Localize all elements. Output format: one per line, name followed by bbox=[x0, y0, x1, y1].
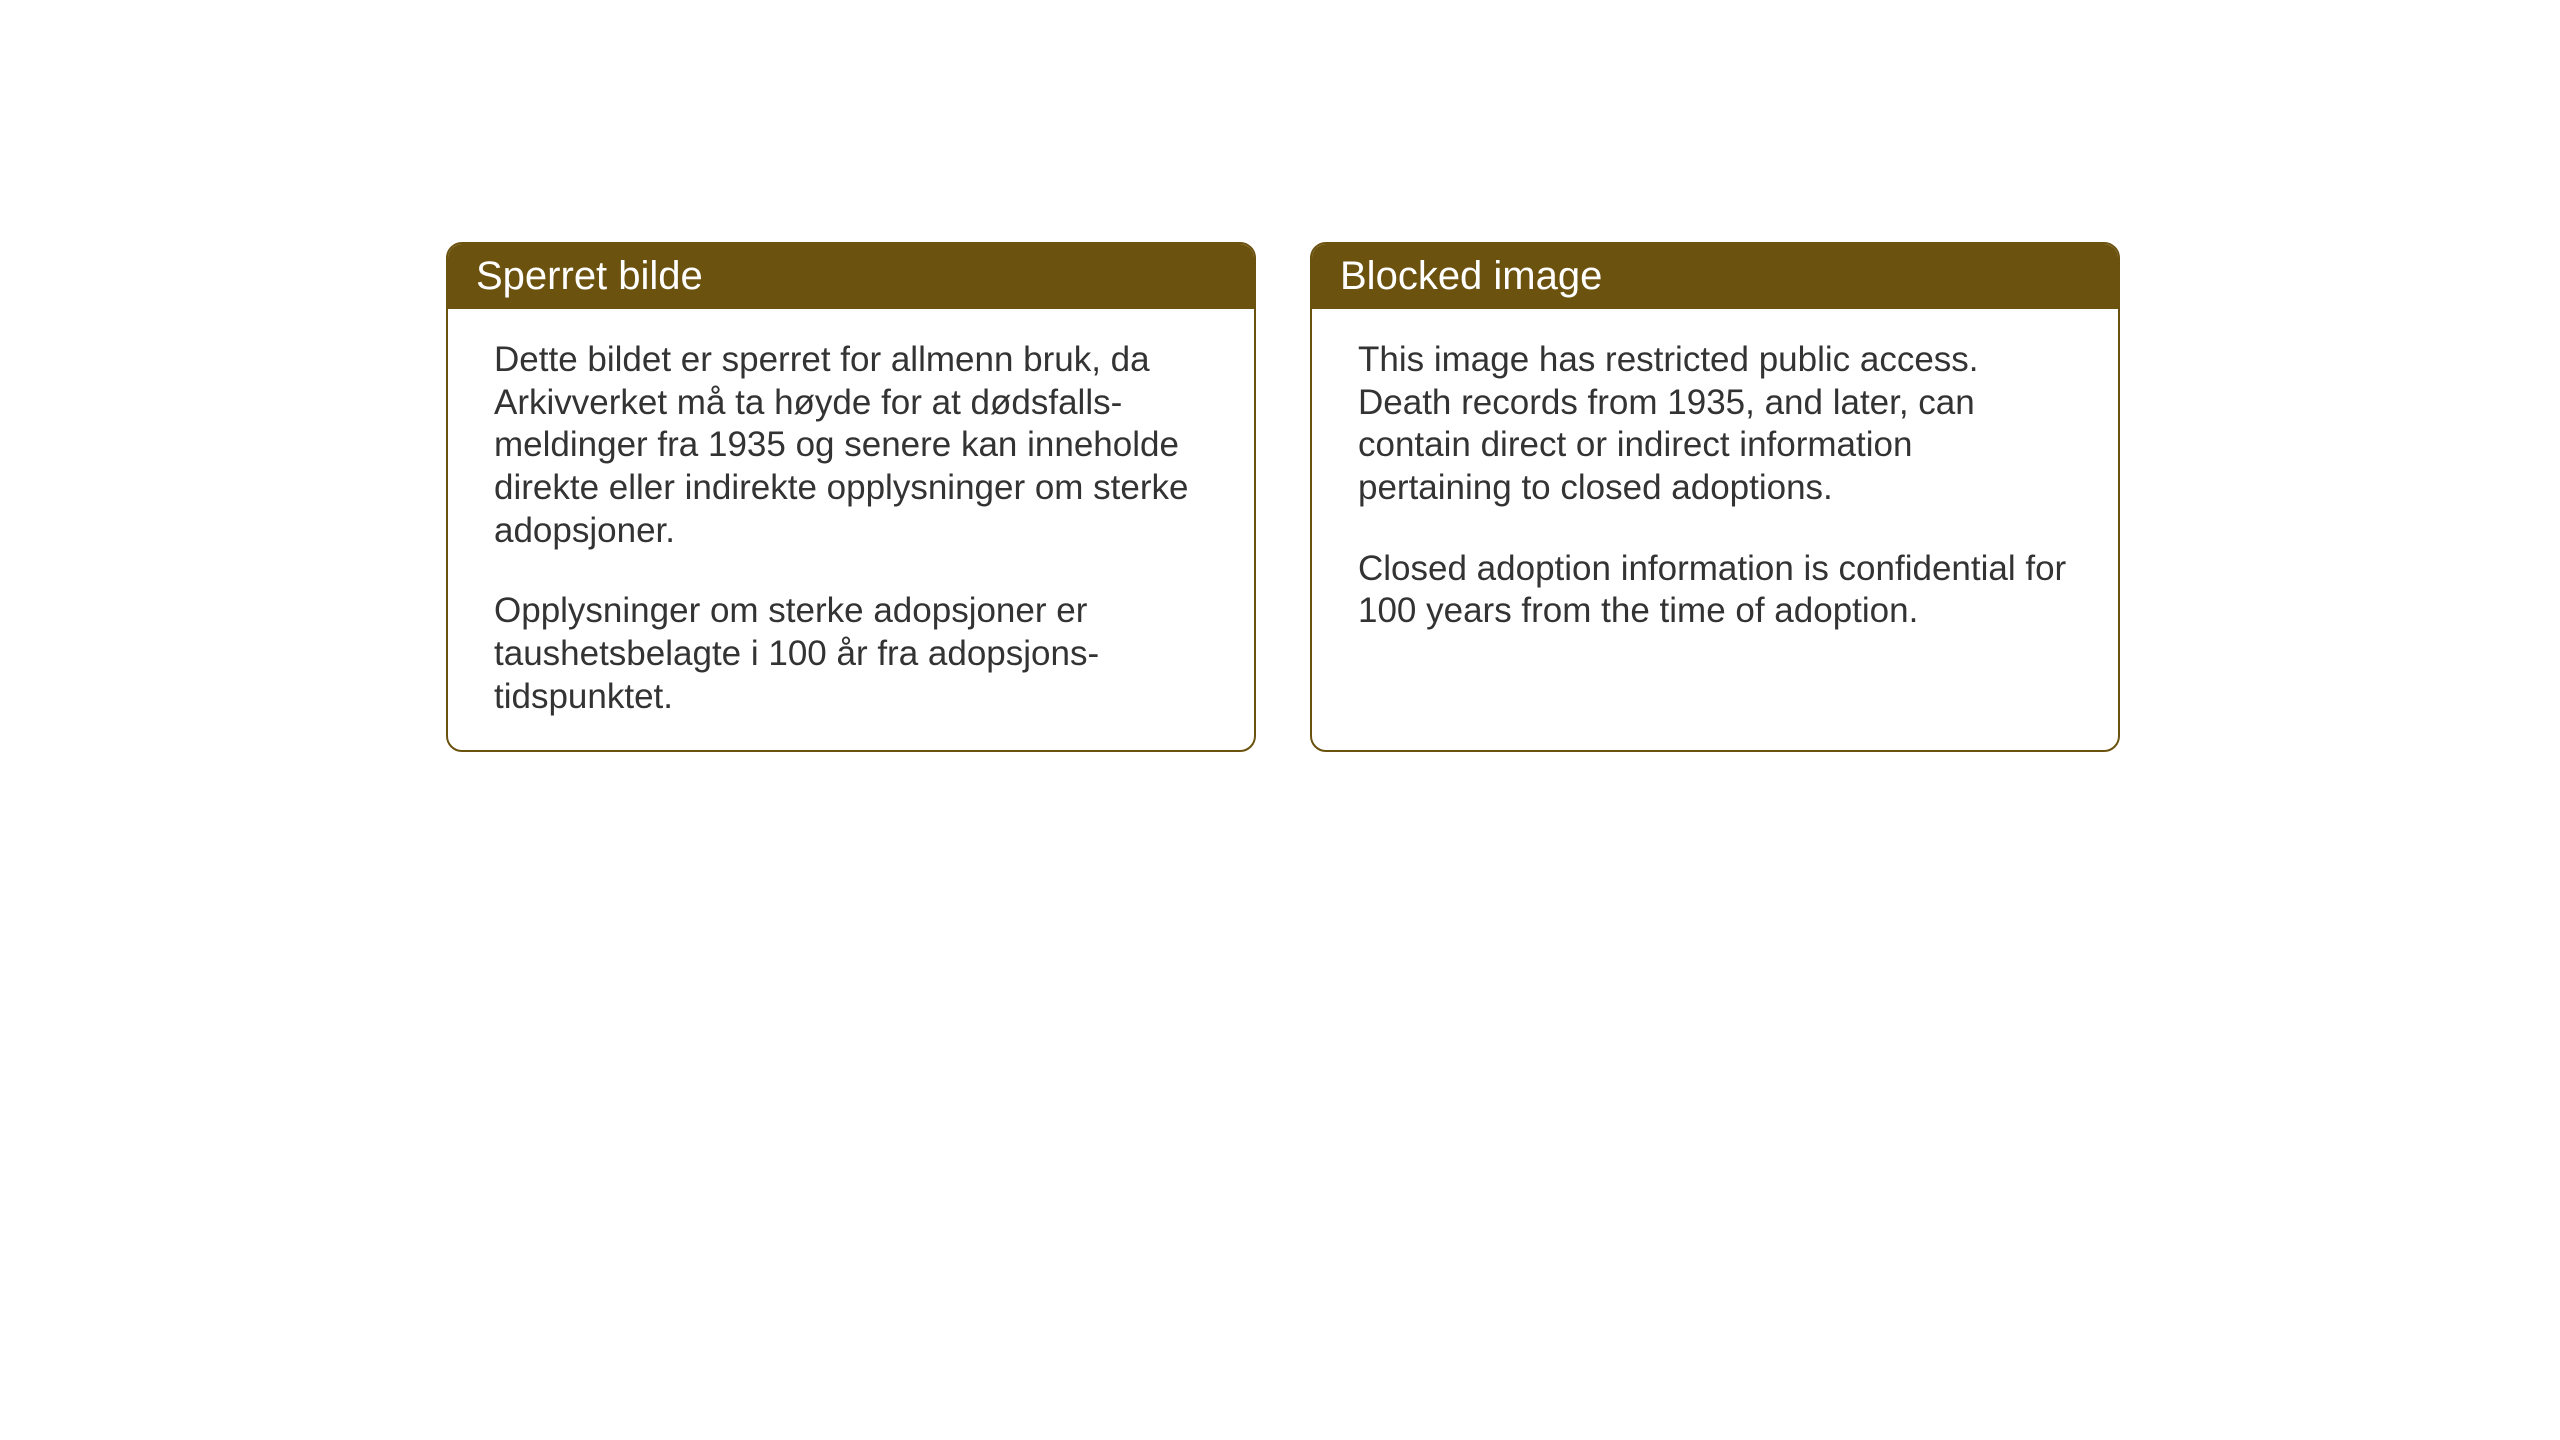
norwegian-notice-paragraph-2: Opplysninger om sterke adopsjoner er tau… bbox=[494, 590, 1208, 718]
english-notice-paragraph-2: Closed adoption information is confident… bbox=[1358, 548, 2072, 633]
norwegian-notice-title: Sperret bilde bbox=[448, 244, 1254, 309]
english-notice-title: Blocked image bbox=[1312, 244, 2118, 309]
english-notice-body: This image has restricted public access.… bbox=[1312, 309, 2118, 663]
english-notice-box: Blocked image This image has restricted … bbox=[1310, 242, 2120, 752]
norwegian-notice-paragraph-1: Dette bildet er sperret for allmenn bruk… bbox=[494, 339, 1208, 552]
norwegian-notice-box: Sperret bilde Dette bildet er sperret fo… bbox=[446, 242, 1256, 752]
norwegian-notice-body: Dette bildet er sperret for allmenn bruk… bbox=[448, 309, 1254, 749]
notices-container: Sperret bilde Dette bildet er sperret fo… bbox=[446, 242, 2120, 752]
english-notice-paragraph-1: This image has restricted public access.… bbox=[1358, 339, 2072, 510]
